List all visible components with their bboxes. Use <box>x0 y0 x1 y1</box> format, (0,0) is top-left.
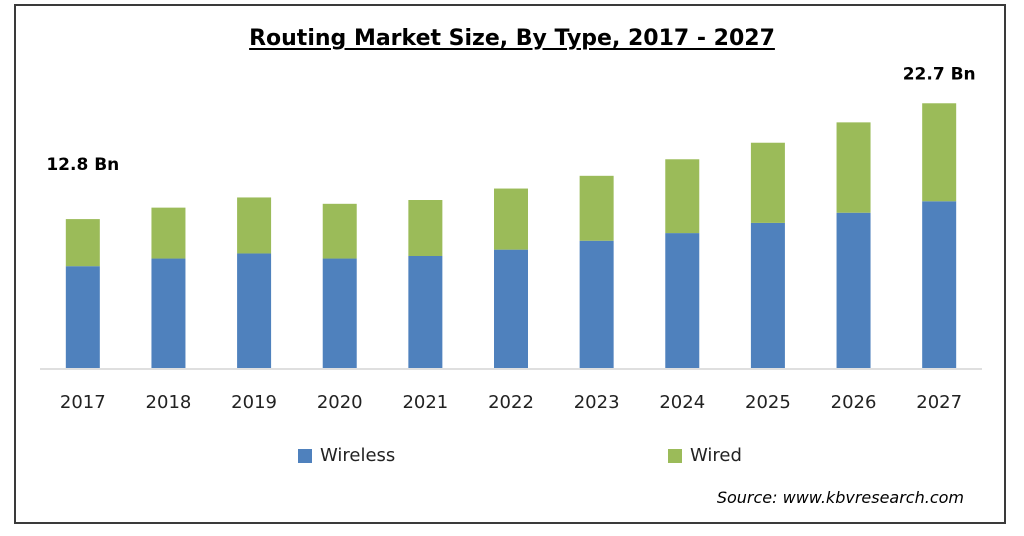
bar-wireless-2023 <box>579 240 614 368</box>
x-tick-2021: 2021 <box>402 392 448 413</box>
bar-wired-2027 <box>922 103 957 202</box>
x-tick-2026: 2026 <box>831 392 877 413</box>
x-tick-2025: 2025 <box>745 392 791 413</box>
bar-wireless-2025 <box>750 222 785 368</box>
x-tick-2027: 2027 <box>916 392 962 413</box>
bar-wired-2022 <box>494 188 528 250</box>
legend-swatch-wired <box>668 449 682 463</box>
legend-swatch-wireless <box>298 449 312 463</box>
bar-wireless-2020 <box>322 258 357 368</box>
bar-wireless-2022 <box>494 249 528 368</box>
bar-wireless-2019 <box>237 253 272 368</box>
bar-wired-2017 <box>65 219 100 267</box>
x-tick-2017: 2017 <box>60 392 106 413</box>
bar-wireless-2017 <box>65 266 100 368</box>
x-tick-2018: 2018 <box>146 392 192 413</box>
x-tick-2024: 2024 <box>659 392 705 413</box>
bar-wired-2019 <box>237 197 272 254</box>
bar-wired-2021 <box>408 200 443 256</box>
x-tick-2019: 2019 <box>231 392 277 413</box>
source-text: Source: www.kbvresearch.com <box>716 488 964 507</box>
bar-wired-2020 <box>322 203 357 259</box>
x-tick-2023: 2023 <box>574 392 620 413</box>
bar-wireless-2018 <box>151 258 186 368</box>
bar-wireless-2024 <box>665 233 700 368</box>
legend-label-wireless: Wireless <box>320 445 395 466</box>
bar-wireless-2021 <box>408 256 443 368</box>
x-tick-2020: 2020 <box>317 392 363 413</box>
bar-wired-2025 <box>750 142 785 223</box>
annotation-2027: 22.7 Bn <box>903 64 976 84</box>
bar-wireless-2026 <box>836 212 871 368</box>
annotation-2017: 12.8 Bn <box>46 155 119 175</box>
bar-wired-2023 <box>579 175 614 241</box>
bar-wired-2026 <box>836 122 871 213</box>
bar-wired-2024 <box>665 159 700 234</box>
bar-wired-2018 <box>151 207 186 259</box>
legend-label-wired: Wired <box>690 445 742 466</box>
chart-title: Routing Market Size, By Type, 2017 - 202… <box>249 26 775 51</box>
bar-wireless-2027 <box>922 201 957 368</box>
x-tick-2022: 2022 <box>488 392 534 413</box>
